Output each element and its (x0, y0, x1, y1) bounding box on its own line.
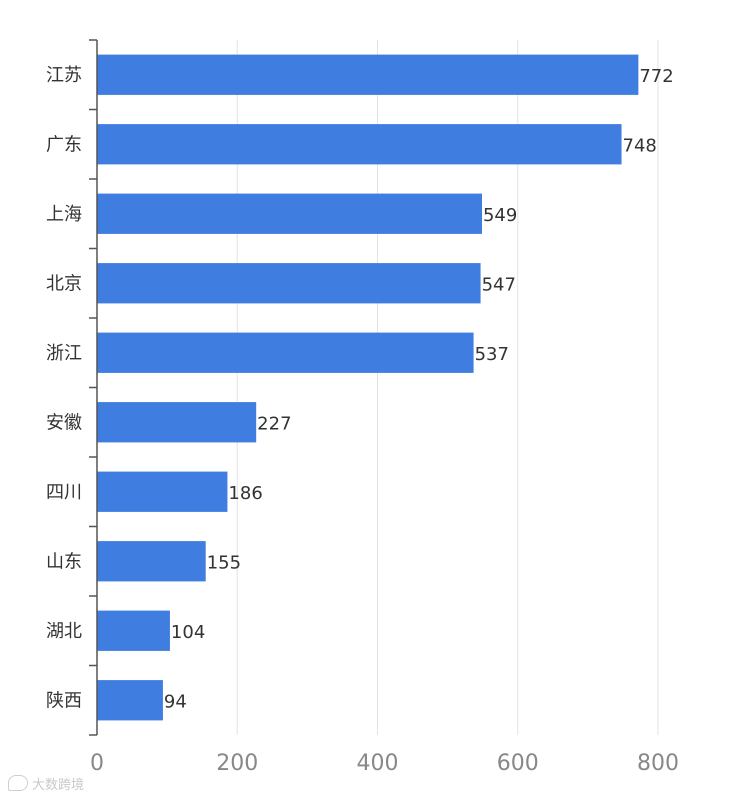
category-label-9: 湖北 (46, 621, 82, 642)
x-tick-label-800: 800 (637, 751, 679, 776)
bar-9 (97, 610, 170, 651)
x-tick-label-400: 400 (357, 751, 399, 776)
x-tick-label-600: 600 (497, 751, 539, 776)
category-label-5: 浙江 (46, 343, 82, 364)
x-tick-label-200: 200 (216, 751, 258, 776)
data-label-7: 186 (228, 483, 262, 504)
data-label-5: 537 (475, 344, 509, 365)
data-label-10: 94 (164, 691, 187, 712)
x-tick-label-0: 0 (90, 751, 104, 776)
watermark-logo-icon (8, 775, 28, 791)
data-label-4: 547 (482, 274, 516, 295)
bar-3 (97, 193, 482, 234)
bar-6 (97, 402, 257, 443)
data-label-9: 104 (171, 622, 205, 643)
bar-7 (97, 471, 228, 512)
bar-10 (97, 680, 163, 721)
bar-4 (97, 263, 481, 304)
bar-2 (97, 124, 622, 165)
bar-8 (97, 541, 206, 582)
category-label-2: 广东 (46, 134, 82, 155)
category-label-8: 山东 (46, 551, 82, 572)
y-axis (89, 39, 98, 736)
bar-5 (97, 332, 474, 373)
bar-1 (97, 54, 639, 95)
data-label-1: 772 (639, 66, 673, 87)
data-label-8: 155 (207, 552, 241, 573)
category-label-1: 江苏 (46, 65, 82, 86)
category-label-3: 上海 (46, 204, 82, 225)
labels: 江苏 772 广东 748 上海 549 北京 547 浙江 537 安徽 227 四川 186 山东 155… (46, 65, 674, 713)
category-label-7: 四川 (46, 482, 82, 503)
data-label-6: 227 (257, 413, 291, 434)
data-label-3: 549 (483, 205, 517, 226)
watermark-text: 大数跨境 (32, 777, 85, 793)
watermark: 大数跨境 (8, 772, 84, 794)
category-label-6: 安徽 (46, 412, 82, 433)
x-axis-ticks: 0 200 400 600 800 (90, 751, 679, 776)
bars (97, 54, 639, 721)
category-label-10: 陕西 (46, 690, 82, 711)
category-label-4: 北京 (46, 273, 82, 294)
data-label-2: 748 (623, 135, 657, 156)
